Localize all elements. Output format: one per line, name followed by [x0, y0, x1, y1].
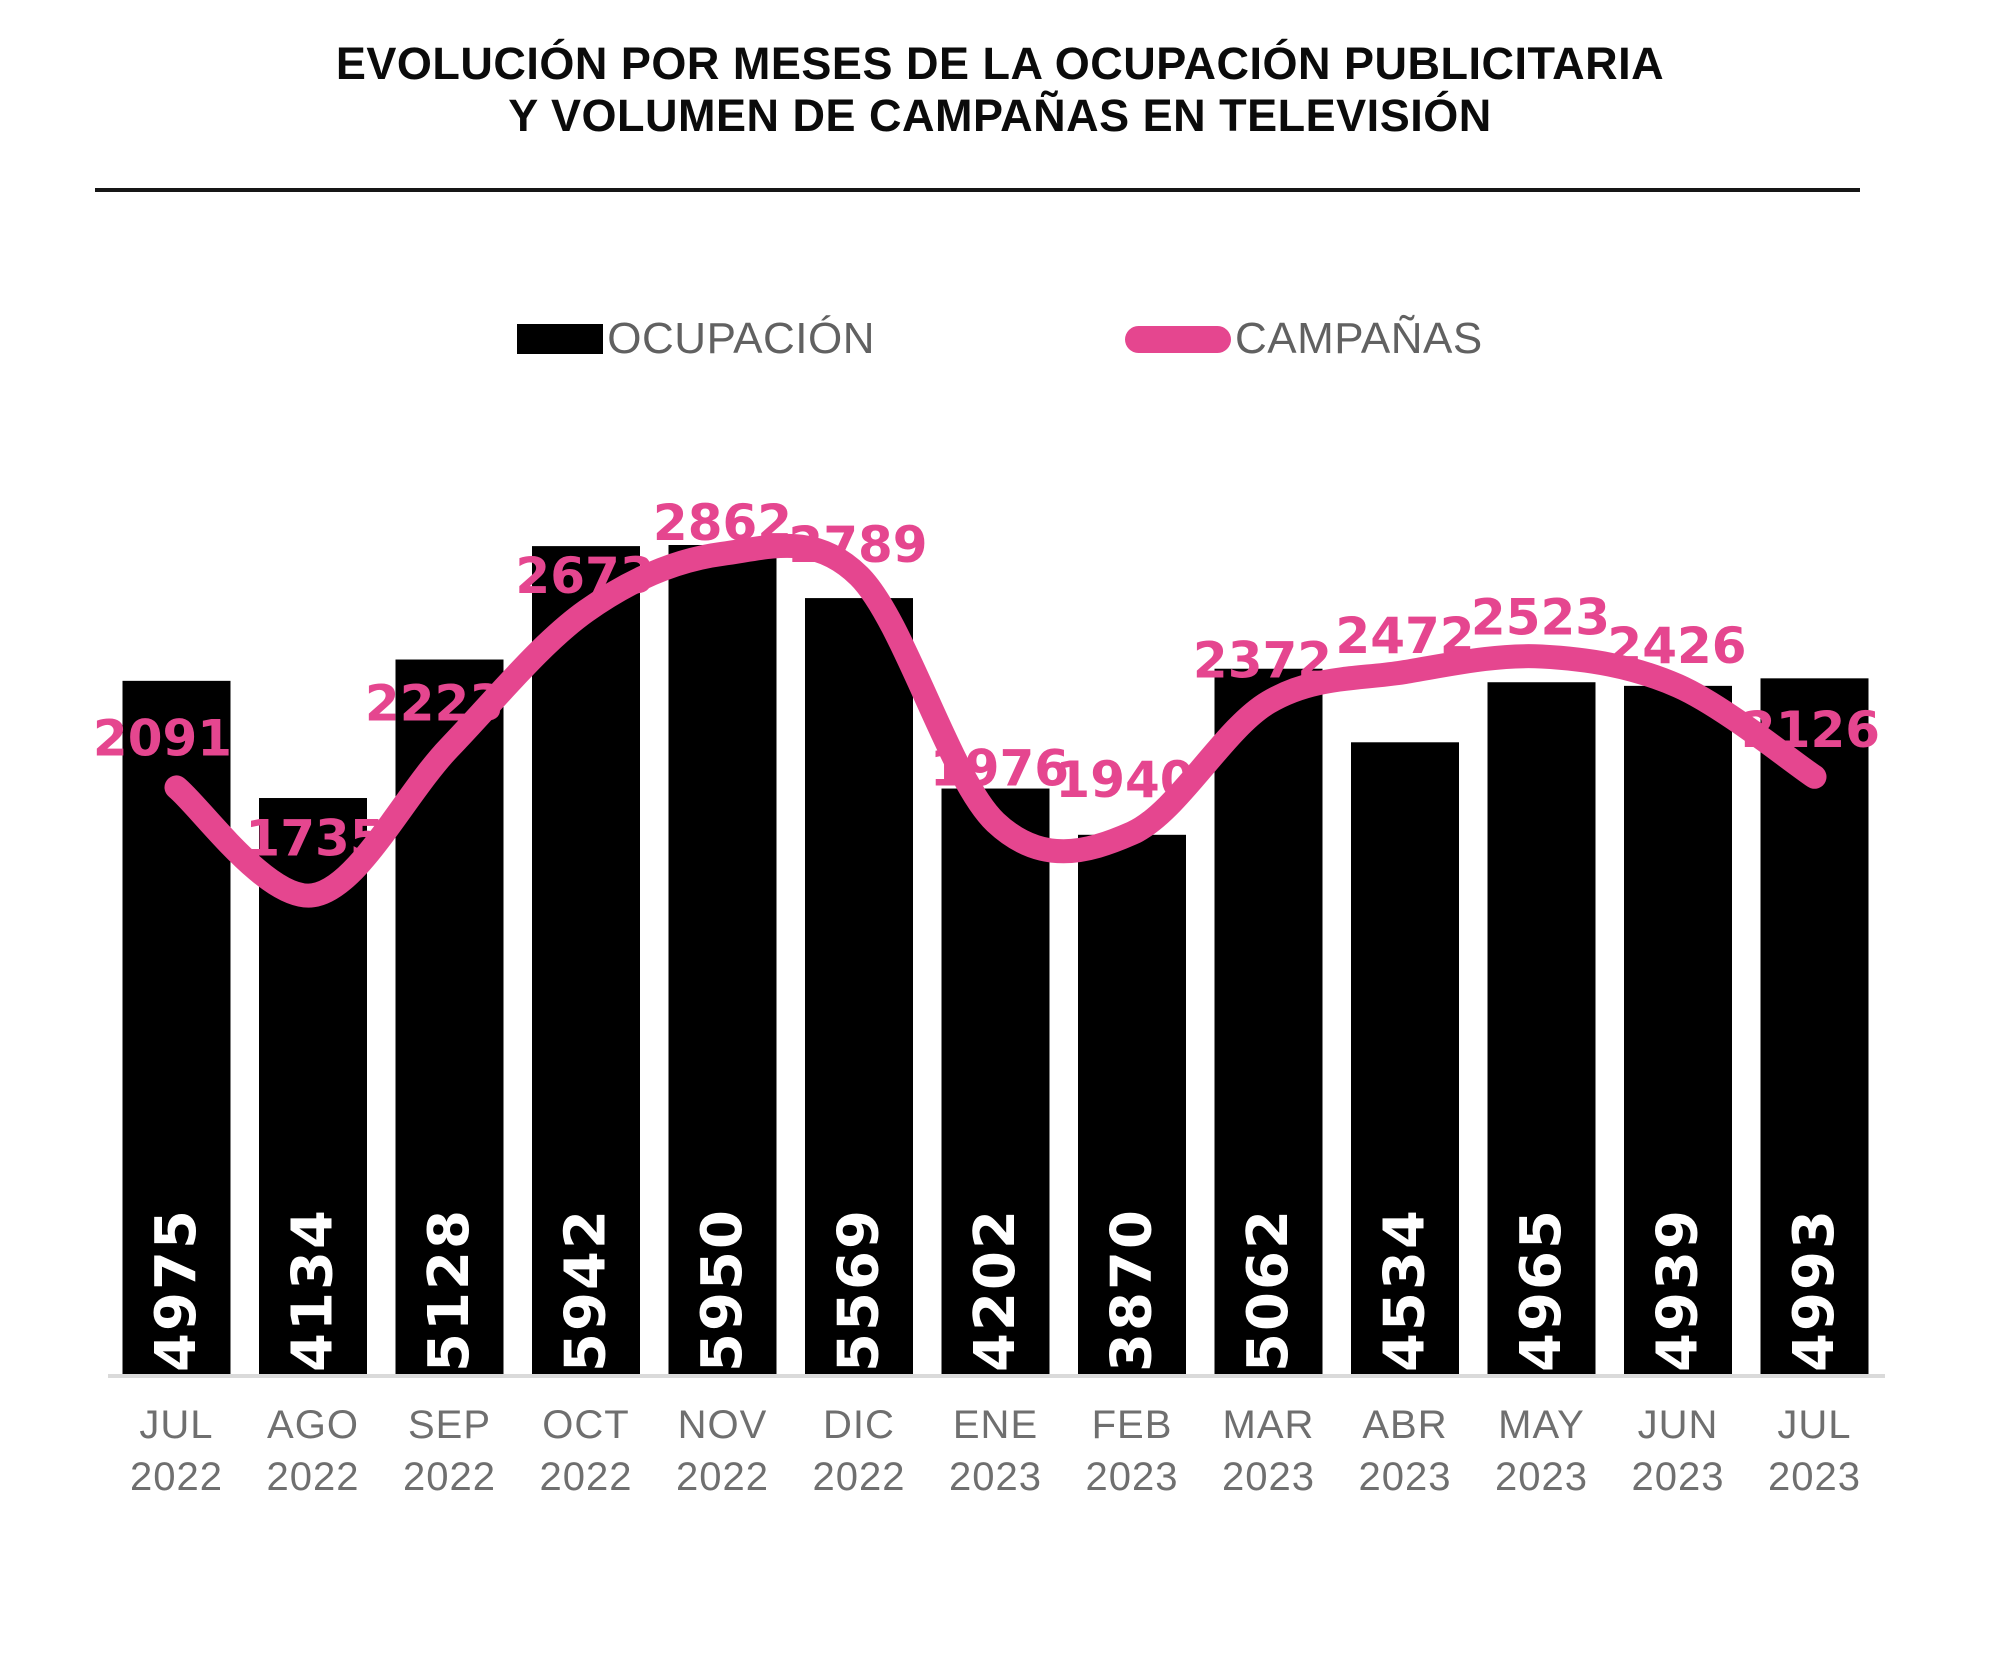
line-swatch-icon: [1125, 325, 1232, 353]
x-label-month: ENE: [953, 1403, 1038, 1447]
bar-value-label: 5128: [417, 1208, 482, 1372]
bar-value-label: 5950: [690, 1208, 755, 1372]
chart-title: EVOLUCIÓN POR MESES DE LA OCUPACIÓN PUBL…: [0, 38, 2000, 142]
x-label-month: JUL: [139, 1403, 213, 1447]
bar-value-label: 3870: [1100, 1208, 1165, 1372]
bar-value-label: 4134: [281, 1208, 346, 1372]
bar-jul-2023: [1760, 678, 1869, 1374]
x-label-month: AGO: [267, 1403, 359, 1447]
bar-may-2023: [1487, 682, 1596, 1374]
x-label-year: 2023: [1222, 1455, 1315, 1499]
x-label-month: DIC: [823, 1403, 895, 1447]
bar-value-label: 4975: [144, 1208, 209, 1372]
chart-title-line2: Y VOLUMEN DE CAMPAÑAS EN TELEVISIÓN: [508, 90, 1492, 141]
x-label-month: MAR: [1223, 1403, 1315, 1447]
x-label-month: JUN: [1638, 1403, 1719, 1447]
x-label-year: 2022: [676, 1455, 769, 1499]
legend-item-campanas: CAMPAÑAS: [1125, 314, 1483, 364]
campaigns-line: [164, 533, 1827, 908]
bar-value-label: 4965: [1509, 1208, 1574, 1372]
x-label-year: 2023: [1359, 1455, 1452, 1499]
legend-label-ocupacion: OCUPACIÓN: [607, 314, 876, 363]
x-label-month: MAY: [1498, 1403, 1585, 1447]
x-label-year: 2022: [130, 1455, 223, 1499]
x-label-month: FEB: [1092, 1403, 1173, 1447]
bar-value-label: 5062: [1236, 1208, 1301, 1372]
bar-value-label: 4939: [1646, 1208, 1711, 1372]
bar-feb-2023: [1078, 834, 1186, 1374]
chart-title-line1: EVOLUCIÓN POR MESES DE LA OCUPACIÓN PUBL…: [335, 38, 1665, 89]
legend: OCUPACIÓN CAMPAÑAS: [0, 314, 2000, 364]
bar-value-label: 5942: [554, 1208, 619, 1372]
bar-mar-2023: [1214, 668, 1323, 1374]
x-label-year: 2022: [540, 1455, 633, 1499]
bar-jun-2023: [1624, 685, 1732, 1374]
x-label-month: JUL: [1777, 1403, 1851, 1447]
x-label-month: SEP: [408, 1403, 491, 1447]
x-label-year: 2022: [813, 1455, 906, 1499]
legend-item-ocupacion: OCUPACIÓN: [517, 314, 875, 364]
x-label-year: 2022: [403, 1455, 496, 1499]
x-label-year: 2023: [949, 1455, 1042, 1499]
bar-dic-2022: [805, 598, 913, 1374]
x-label-month: NOV: [678, 1403, 768, 1447]
x-label-year: 2022: [267, 1455, 360, 1499]
legend-label-campanas: CAMPAÑAS: [1235, 314, 1483, 363]
line-value-label: 2523: [1471, 589, 1610, 647]
title-divider: [95, 188, 1860, 192]
bar-value-label: 4993: [1782, 1208, 1847, 1372]
x-label-month: ABR: [1362, 1403, 1447, 1447]
x-label-year: 2023: [1632, 1455, 1725, 1499]
bar-nov-2022: [668, 545, 777, 1374]
x-label-year: 2023: [1768, 1455, 1861, 1499]
x-label-month: OCT: [542, 1403, 629, 1447]
bar-swatch-icon: [517, 324, 604, 354]
x-label-year: 2023: [1495, 1455, 1588, 1499]
line-value-label: 2091: [93, 709, 232, 767]
x-label-year: 2023: [1086, 1455, 1179, 1499]
bar-value-label: 4534: [1373, 1208, 1438, 1372]
bar-ene-2023: [941, 788, 1050, 1374]
bar-abr-2023: [1351, 742, 1459, 1374]
bar-value-label: 5569: [827, 1208, 892, 1372]
bar-oct-2022: [532, 546, 640, 1374]
bar-value-label: 4202: [963, 1208, 1028, 1372]
